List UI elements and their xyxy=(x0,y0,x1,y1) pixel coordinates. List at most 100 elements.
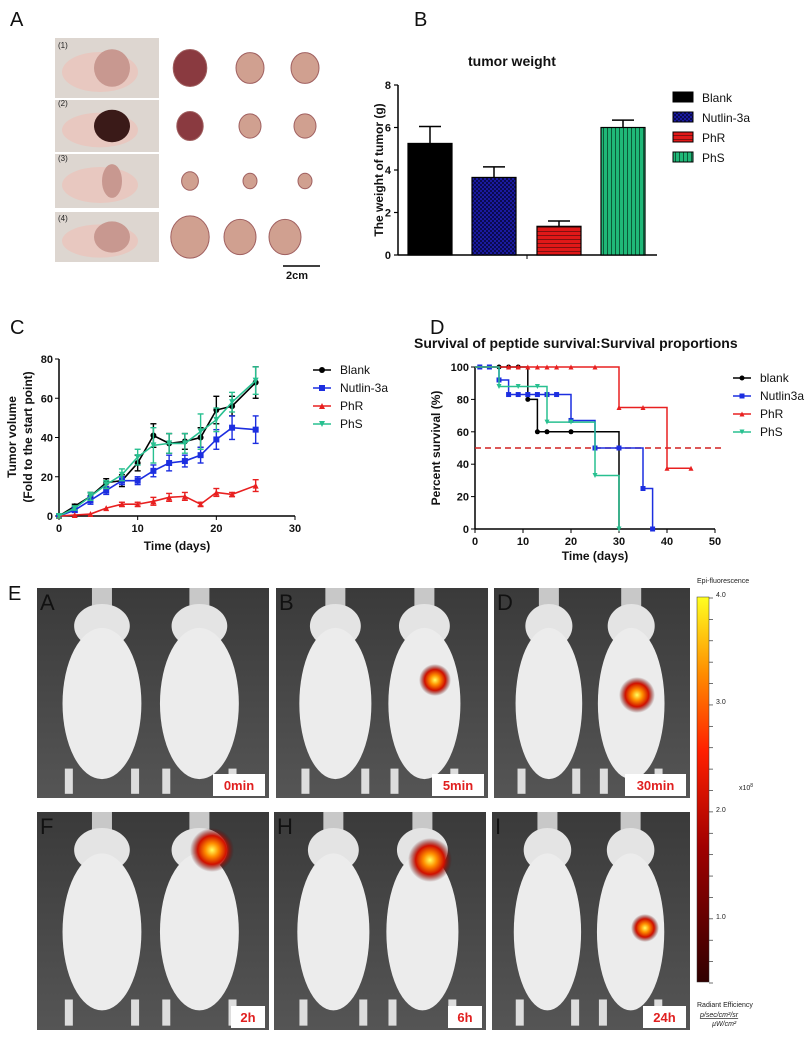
data-point xyxy=(197,501,204,508)
colorbar-multiplier: x108 xyxy=(739,783,753,792)
colorbar-tick: 1.0 xyxy=(716,914,726,921)
y-tick-label: 0 xyxy=(385,250,391,262)
image-letter: D xyxy=(497,590,513,615)
excised-tumor xyxy=(293,113,317,139)
data-point xyxy=(525,364,531,370)
mouse-leg xyxy=(517,768,526,794)
y-axis-label: The weight of tumor (g) xyxy=(372,103,386,236)
divider xyxy=(159,38,161,152)
mouse-body xyxy=(388,627,461,780)
y-tick-label: 80 xyxy=(457,394,469,406)
imaging-frame-d: D 30min xyxy=(494,588,690,798)
data-point xyxy=(616,445,622,451)
tumor-photos xyxy=(55,38,320,262)
time-label-box xyxy=(213,774,265,796)
bar-phr xyxy=(536,225,582,256)
data-point xyxy=(554,364,560,370)
legend-label: PhS xyxy=(702,151,725,165)
mouse-body xyxy=(515,627,583,780)
x-tick-label: 30 xyxy=(289,523,301,535)
x-axis-label: Time (days) xyxy=(144,539,210,553)
imaging-frame-b: B 5min xyxy=(276,588,488,798)
mouse-leg xyxy=(572,768,581,794)
time-label-box xyxy=(448,1006,482,1028)
data-point xyxy=(688,465,694,471)
fluorescence-signal xyxy=(631,914,659,942)
x-tick-label: 0 xyxy=(56,523,62,535)
colorbar-title: Epi-fluorescence xyxy=(697,578,749,585)
time-label-box xyxy=(432,774,484,796)
data-point xyxy=(181,440,188,447)
data-point xyxy=(181,493,188,500)
excised-tumor xyxy=(268,218,302,256)
legend-label: PhR xyxy=(340,399,364,413)
data-point xyxy=(213,416,220,423)
legend-label: PhR xyxy=(760,407,784,421)
x-tick-label: 0 xyxy=(472,536,478,548)
mouse-leg xyxy=(64,768,73,794)
data-point xyxy=(197,428,204,435)
x-tick-label: 50 xyxy=(709,536,721,548)
series-phs xyxy=(56,366,259,519)
legend-swatch xyxy=(672,151,694,163)
excised-tumor xyxy=(290,52,320,84)
x-tick-label: 20 xyxy=(565,536,577,548)
panel-label-b: B xyxy=(414,9,427,31)
time-label: 0min xyxy=(224,778,254,793)
mouse-leg xyxy=(599,768,608,794)
nose-cone xyxy=(414,588,435,606)
y-axis-label: Percent survival (%) xyxy=(429,391,443,506)
data-point xyxy=(166,494,173,501)
series-blank xyxy=(475,364,622,529)
mouse-leg xyxy=(515,999,524,1026)
mouse-body xyxy=(62,853,142,1011)
mouse-body xyxy=(62,167,138,203)
excised-tumor xyxy=(176,110,204,142)
colorbar-unit-denominator: µW/cm² xyxy=(712,1021,737,1028)
data-point xyxy=(252,377,259,384)
y-tick-label: 40 xyxy=(457,459,469,471)
data-point xyxy=(252,482,259,489)
y-tick-label: 4 xyxy=(385,165,392,177)
time-label-box xyxy=(625,774,686,796)
data-point xyxy=(103,487,110,494)
mouse-leg xyxy=(361,768,370,794)
legend-label: Nutlin-3a xyxy=(340,381,388,395)
data-point xyxy=(616,526,622,532)
nose-cone xyxy=(412,812,433,830)
x-tick-label: 20 xyxy=(210,523,222,535)
tumor-weight-chart: tumor weight The weight of tumor (g) 0 2 4… xyxy=(372,53,750,262)
excised-tumor xyxy=(238,113,262,139)
colorbar-gradient xyxy=(696,596,710,983)
data-point xyxy=(197,452,204,459)
mouse-body xyxy=(159,627,239,780)
data-point xyxy=(525,392,531,398)
tumor xyxy=(94,221,130,253)
time-label: 6h xyxy=(457,1010,472,1025)
data-point xyxy=(150,442,157,449)
data-point xyxy=(525,396,531,402)
data-point xyxy=(229,399,236,406)
mouse-leg xyxy=(162,768,171,794)
nose-cone xyxy=(621,588,642,606)
y-tick-label: 100 xyxy=(451,362,469,374)
legend-swatch xyxy=(672,91,694,103)
legend-label: Blank xyxy=(702,91,733,105)
data-point xyxy=(568,364,574,370)
panel-label-e: E xyxy=(8,583,21,605)
data-point xyxy=(544,364,550,370)
data-point xyxy=(544,429,550,435)
x-tick-label: 10 xyxy=(517,536,529,548)
survival-chart: Survival of peptide survival:Survival pr… xyxy=(414,335,804,563)
data-point xyxy=(150,498,157,505)
mouse-body xyxy=(596,853,665,1011)
row-label-4: (4) xyxy=(58,214,68,223)
data-point xyxy=(319,385,325,391)
data-point xyxy=(544,419,550,425)
excised-tumor xyxy=(242,172,258,190)
mouse-body xyxy=(62,627,142,780)
data-point xyxy=(554,392,560,398)
fluorescence-signal xyxy=(408,838,452,882)
data-point xyxy=(568,429,574,435)
colorbar-tick: 3.0 xyxy=(716,699,726,706)
